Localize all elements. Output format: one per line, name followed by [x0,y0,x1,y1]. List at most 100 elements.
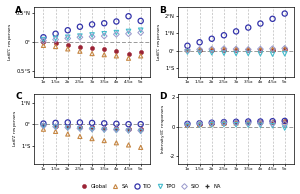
Point [41,36,46,39]
Point [270,124,275,127]
Point [41,44,46,47]
Point [197,48,202,51]
Point [197,51,202,54]
Point [138,130,143,133]
Point [102,53,106,56]
Point [282,47,287,50]
Point [246,48,250,51]
Point [77,50,82,53]
Point [53,32,58,35]
Point [258,22,263,25]
Point [258,48,263,51]
Point [209,48,214,51]
Point [90,109,94,112]
Point [246,121,250,125]
Point [185,124,190,127]
Point [90,52,94,55]
Point [114,50,119,53]
Point [282,48,287,51]
Point [209,37,214,40]
Point [53,124,58,127]
Text: C: C [15,92,22,101]
Point [114,20,119,23]
Point [114,31,119,34]
Point [258,128,263,131]
Point [126,32,131,35]
Point [258,120,263,123]
Point [126,103,131,106]
Point [102,128,106,131]
Point [53,130,58,133]
Point [138,123,143,126]
Point [126,127,131,130]
Point [102,129,106,132]
Point [138,29,143,32]
Point [258,120,263,124]
Point [221,123,226,126]
Point [90,23,94,26]
Point [138,51,143,54]
Point [282,52,287,55]
Point [53,37,58,40]
Point [102,126,106,129]
Y-axis label: Lat$_{STC}$ responses: Lat$_{STC}$ responses [6,23,14,61]
Point [126,129,131,132]
Point [102,32,106,35]
Point [102,28,106,31]
Point [221,127,226,130]
Point [90,127,94,130]
Point [114,129,119,132]
Point [126,15,131,18]
Point [77,127,82,130]
Point [258,48,263,51]
Point [77,112,82,115]
Y-axis label: Intensity$_{STC}$ responses: Intensity$_{STC}$ responses [159,104,167,154]
Point [114,127,119,130]
Point [282,122,287,126]
Point [221,121,226,124]
Point [282,47,287,50]
Point [41,40,46,43]
Point [138,100,143,104]
Point [65,126,70,129]
Point [221,52,226,55]
Point [234,121,239,124]
Point [138,31,143,34]
Point [53,42,58,45]
Point [138,129,143,132]
Point [270,128,275,131]
Point [209,122,214,125]
Point [114,54,119,57]
Point [65,126,70,129]
Point [53,45,58,48]
Point [185,44,190,47]
Point [185,123,190,126]
Point [138,127,143,130]
Point [77,35,82,38]
Point [53,121,58,124]
Point [246,120,250,124]
Point [197,123,202,126]
Point [77,126,82,129]
Point [53,38,58,41]
Point [77,36,82,39]
Point [209,121,214,125]
Point [77,31,82,34]
Point [126,129,131,133]
Point [246,124,250,127]
Point [41,122,46,125]
Point [270,48,275,51]
Point [234,127,239,130]
Point [138,19,143,23]
Point [65,37,70,40]
Point [197,122,202,125]
Point [234,123,239,126]
Point [185,48,190,51]
Point [258,52,263,55]
Point [138,146,143,149]
Point [65,47,70,50]
Point [197,48,202,51]
Point [126,143,131,146]
Point [185,49,190,52]
Point [90,33,94,36]
